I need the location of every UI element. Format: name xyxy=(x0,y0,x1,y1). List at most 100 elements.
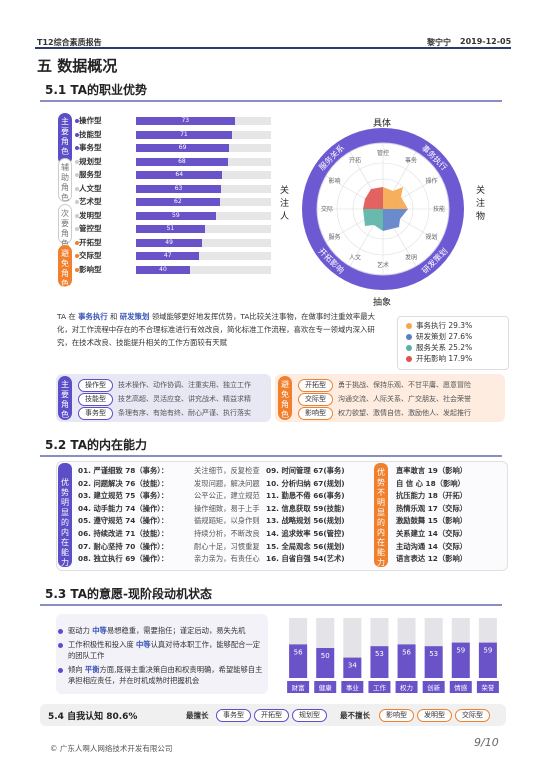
role-bar-fill xyxy=(136,171,223,179)
wheel-inner-label: 影响 xyxy=(328,177,340,185)
motivation-category-bg xyxy=(287,681,310,693)
role-dot xyxy=(75,267,79,272)
role-bar-value: 59 xyxy=(172,211,180,219)
role-bar-fill xyxy=(136,184,222,193)
motivation-category-bg xyxy=(341,681,364,693)
motivation-category-label: 工作 xyxy=(373,683,387,692)
role-bar-label: 艺术型 xyxy=(79,197,102,206)
role-bar-label: 操作型 xyxy=(79,116,102,125)
legend-item: 研发策划 27.6% xyxy=(406,331,472,342)
wheel-label-top: 具体 xyxy=(373,119,392,129)
best-role-pill: 规划型 xyxy=(292,709,327,722)
avoid-role-desc: 权力欲望、激情自信、激励他人、发起推行 xyxy=(338,409,471,417)
legend-item: 服务关系 25.2% xyxy=(406,342,472,353)
motivation-bar-value: 50 xyxy=(321,652,330,660)
role-bar-value: 51 xyxy=(166,225,175,232)
motivation-bar xyxy=(370,646,389,678)
role-dot xyxy=(75,254,79,258)
strong-ability-desc: 发现问题，解决问题 xyxy=(194,478,260,488)
group-tag-main: 主要角色 xyxy=(58,113,72,165)
wheel-inner-label: 管控 xyxy=(377,149,389,157)
section-5-2-title: 5.2 TA的内在能力 xyxy=(45,438,147,452)
role-dot xyxy=(75,240,79,245)
section-5-1-underline xyxy=(40,100,502,102)
motivation-category-bg xyxy=(395,681,418,693)
motivation-bar-value: 59 xyxy=(456,647,465,655)
bullet-dot xyxy=(58,668,63,673)
mid-ability-item: 16. 自省自强 54(艺术) xyxy=(266,554,345,564)
weak-ability-label: 优势不明显的内在能力 xyxy=(377,468,385,567)
motivation-drive: 驱动力 中等易想稳重，需要指任；谨定后动，易失先机 xyxy=(68,626,246,635)
motivation-bar-value: 59 xyxy=(483,647,492,655)
wheel-inner-label: 开拓 xyxy=(349,157,361,165)
wheel-inner-label: 发明 xyxy=(405,254,417,262)
role-bar-track: 71 xyxy=(136,130,271,139)
role-bar-track: 63 xyxy=(136,184,271,193)
wheel-label-left: 关注人 xyxy=(280,186,290,222)
group-tag-assist: 辅助角色 xyxy=(58,158,72,202)
role-bar-value: 47 xyxy=(163,252,172,259)
motivation-category-label: 权力 xyxy=(400,683,413,692)
role-dot xyxy=(75,200,79,204)
role-bar-label: 服务型 xyxy=(79,170,102,179)
mid-ability-item: 12. 信息获取 59(技能) xyxy=(266,503,345,513)
best-role-pill: 开拓型 xyxy=(254,709,289,722)
role-bar-value: 73 xyxy=(181,117,190,124)
wheel-inner-label: 服务 xyxy=(328,233,340,241)
role-bar-label: 发明型 xyxy=(79,210,102,220)
role-dot xyxy=(75,159,79,164)
strong-ability-desc: 公平公正，建立规范 xyxy=(194,491,260,501)
strong-ability-desc: 操作细致，易于上手 xyxy=(194,503,260,513)
role-bar-label: 开拓型 xyxy=(79,237,102,247)
role-bar-value: 71 xyxy=(180,130,188,138)
wheel-label-right: 关注物 xyxy=(476,186,486,222)
main-role-desc: 条理有序、有始有终、耐心严谨、执行落实 xyxy=(118,409,251,417)
motivation-category-bg xyxy=(476,681,499,693)
section-title: 五 数据概况 xyxy=(37,57,118,75)
wheel-inner-label: 操作 xyxy=(425,177,437,185)
motivation-category-label: 荣誉 xyxy=(481,683,495,692)
role-bar-value: 40 xyxy=(159,265,167,273)
strong-ability-item: 03. 建立规范 75（事务）： xyxy=(78,491,169,501)
strong-ability-item: 01. 严谨细致 78（事务）： xyxy=(78,466,169,475)
avoid-role-desc: 沟通交流、人际关系、广交朋友、社会荣誉 xyxy=(338,395,471,403)
self-awareness-title: 5.4 自我认知 80.6% xyxy=(48,712,138,722)
mid-ability-item: 11. 勤恳不倦 66(事务) xyxy=(266,491,345,501)
avoid-role-pill: 影响型 xyxy=(298,407,333,420)
weak-ability-item: 自 信 心 18（影响） xyxy=(396,478,465,488)
role-bar-track: 51 xyxy=(136,225,271,233)
motivation-engagement: 工作积极性和投入度 中等认真对待本职工作，能够配合一定的团队工作 xyxy=(68,640,261,660)
wheel-area-pioneer xyxy=(363,187,383,209)
legend-item: 开拓影响 17.9% xyxy=(406,353,472,364)
weak-ability-item: 主动沟通 14（交际） xyxy=(396,541,468,551)
role-bar-label: 规划型 xyxy=(79,156,102,166)
role-bar-track: 68 xyxy=(136,157,271,166)
role-bar-track: 73 xyxy=(136,117,271,125)
motivation-bar-value: 56 xyxy=(294,648,303,656)
strong-ability-item: 04. 动手能力 74（操作）： xyxy=(78,503,169,513)
role-bar-label: 技能型 xyxy=(79,129,102,139)
role-bar-fill xyxy=(136,238,203,247)
strong-ability-item: 02. 问题解决 76（技能）： xyxy=(78,478,169,488)
avoid-role-desc: 勇于挑战、保持乐观、不甘平庸、愿意冒险 xyxy=(338,381,471,389)
role-bar-value: 68 xyxy=(178,157,186,165)
role-dot xyxy=(75,213,79,218)
motivation-category-label: 情感 xyxy=(454,683,468,692)
section-5-3-underline xyxy=(40,604,502,606)
motivation-bar-value: 56 xyxy=(402,648,411,656)
main-role-pill: 操作型 xyxy=(78,379,113,392)
role-bar-track: 40 xyxy=(136,265,271,274)
main-role-desc: 技艺高超、灵活应变、讲究战术、精益求精 xyxy=(118,395,251,403)
wheel-area-execution xyxy=(383,187,408,209)
role-bar-track: 62 xyxy=(136,198,271,206)
worst-role-pill: 影响型 xyxy=(379,709,414,722)
role-dot xyxy=(75,173,79,177)
mid-ability-item: 13. 战略规划 56(规划) xyxy=(266,516,345,526)
role-bar-fill xyxy=(136,225,205,233)
strong-ability-tag xyxy=(58,463,72,567)
role-bar-label: 交际型 xyxy=(79,251,102,260)
section-5-3-title: 5.3 TA的意愿-现阶段动机状态 xyxy=(45,587,212,601)
strong-ability-desc: 耐心十足，习惯重复 xyxy=(194,541,260,551)
wheel-inner-label: 艺术 xyxy=(377,261,389,269)
